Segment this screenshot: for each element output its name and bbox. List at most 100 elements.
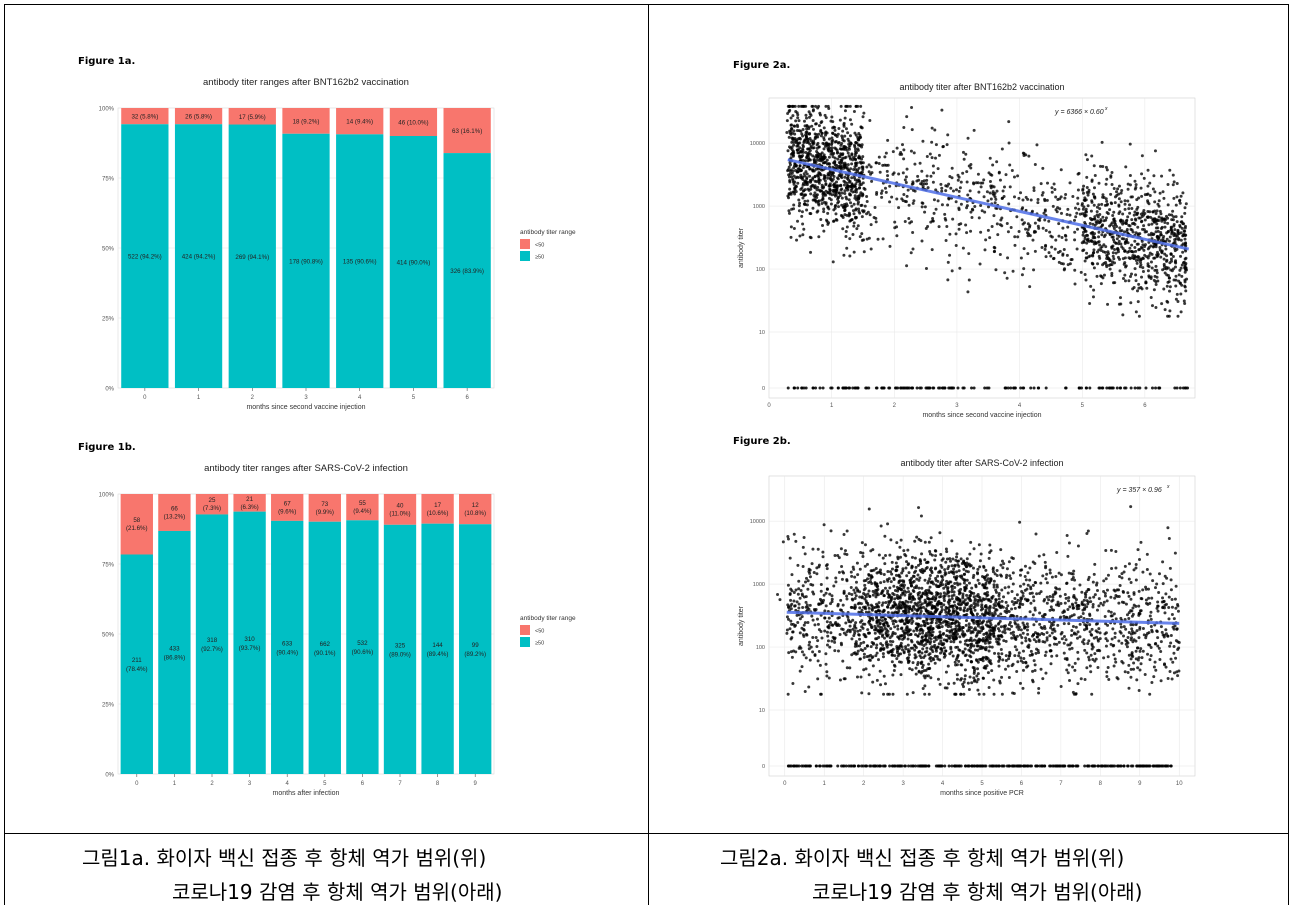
data-point <box>1097 604 1101 608</box>
data-point <box>1106 252 1110 256</box>
data-point <box>1073 238 1077 242</box>
data-point <box>801 104 805 108</box>
data-point <box>1125 229 1129 233</box>
data-point <box>790 151 794 155</box>
data-point <box>981 583 985 587</box>
data-point <box>803 199 807 203</box>
data-point <box>928 585 932 589</box>
data-point <box>1065 534 1069 538</box>
data-point <box>840 136 844 140</box>
data-point <box>840 173 844 177</box>
data-point <box>875 602 879 606</box>
data-point <box>857 207 861 211</box>
zero-point <box>821 386 825 390</box>
data-point <box>813 132 817 136</box>
data-point <box>1076 196 1080 200</box>
data-point <box>1157 236 1161 240</box>
data-point <box>867 610 871 614</box>
data-point <box>1002 185 1006 189</box>
x-tick-label: 6 <box>465 395 469 401</box>
data-point <box>1140 154 1144 158</box>
data-point <box>891 150 895 154</box>
data-point <box>804 605 808 609</box>
data-point <box>953 586 957 590</box>
data-point <box>981 639 985 643</box>
data-point <box>798 146 802 150</box>
data-point <box>891 640 895 644</box>
data-point <box>1142 209 1146 213</box>
data-point <box>804 656 808 660</box>
data-point <box>874 595 878 599</box>
data-point <box>1000 652 1004 656</box>
data-point <box>1163 271 1167 275</box>
data-point <box>1122 625 1126 629</box>
data-point <box>1038 218 1042 222</box>
data-point <box>857 179 861 183</box>
data-point <box>916 573 920 577</box>
data-point <box>1093 562 1097 566</box>
data-point <box>873 581 877 585</box>
data-point <box>989 197 993 201</box>
data-point <box>794 164 798 168</box>
data-point <box>826 634 830 638</box>
x-tick-label: 4 <box>1018 403 1022 409</box>
data-point <box>825 620 829 624</box>
data-point <box>859 550 863 554</box>
data-point <box>870 608 874 612</box>
data-point <box>1104 182 1108 186</box>
x-tick-label: 0 <box>783 781 787 787</box>
data-point <box>881 163 885 167</box>
x-tick-label: 4 <box>286 781 290 787</box>
x-tick-label: 7 <box>1059 781 1063 787</box>
data-point <box>853 154 857 158</box>
data-point <box>827 196 831 200</box>
data-point <box>901 591 905 595</box>
data-point <box>1170 677 1174 681</box>
data-point <box>890 195 894 199</box>
table-border-top <box>4 4 1289 5</box>
data-point <box>797 602 801 606</box>
data-point <box>1137 282 1141 286</box>
data-point <box>1156 604 1160 608</box>
data-point <box>1086 239 1090 243</box>
data-point <box>804 116 808 120</box>
zero-point <box>940 386 944 390</box>
data-point <box>833 160 837 164</box>
data-label: (11.0%) <box>389 510 410 517</box>
data-point <box>1082 642 1086 646</box>
data-point <box>982 195 986 199</box>
data-point <box>1066 263 1070 267</box>
data-point <box>1047 219 1051 223</box>
data-point <box>1092 266 1096 270</box>
data-point <box>918 559 922 563</box>
data-point <box>964 223 968 227</box>
data-point <box>1156 609 1160 613</box>
data-point <box>1076 188 1080 192</box>
data-point <box>963 642 967 646</box>
bar-segment-high <box>459 494 492 525</box>
data-point <box>933 128 937 132</box>
data-point <box>889 643 893 647</box>
data-point <box>972 670 976 674</box>
data-point <box>852 202 856 206</box>
data-point <box>911 201 915 205</box>
data-point <box>786 535 790 539</box>
data-point <box>884 600 888 604</box>
data-point <box>1143 212 1147 216</box>
data-point <box>858 567 862 571</box>
data-point <box>822 126 826 130</box>
data-point <box>1131 612 1135 616</box>
data-point <box>1011 269 1015 273</box>
zero-point <box>847 386 851 390</box>
data-point <box>1081 191 1085 195</box>
data-point <box>1021 151 1025 155</box>
data-point <box>1015 601 1019 605</box>
data-point <box>1007 585 1011 589</box>
data-point <box>1121 313 1125 317</box>
data-point <box>1155 582 1159 586</box>
data-point <box>1173 228 1177 232</box>
data-point <box>913 162 917 166</box>
data-label: 17 <box>434 502 441 509</box>
data-point <box>881 610 885 614</box>
data-point <box>1152 232 1156 236</box>
